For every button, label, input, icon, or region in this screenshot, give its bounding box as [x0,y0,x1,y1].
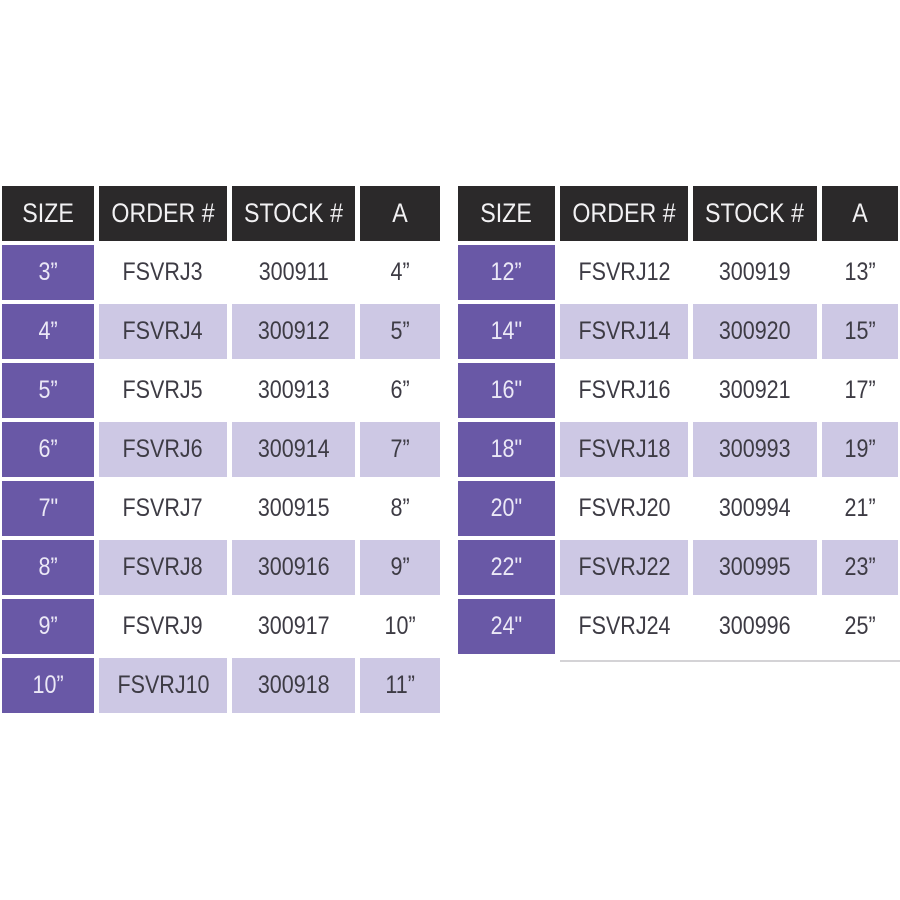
spec-table-small-sizes: SIZE ORDER # STOCK # A 3” FSVRJ3 300911 4” 4… [2,186,440,713]
size-cell: 7" [2,481,94,536]
data-cell: 300919 [693,245,817,300]
data-cell: 300996 [693,599,817,654]
data-cell: 6” [360,363,440,418]
data-cell: 11” [360,658,440,713]
data-cell: FSVRJ22 [560,540,688,595]
data-cell: 300921 [693,363,817,418]
data-cell: 300913 [232,363,355,418]
data-cell: 10” [360,599,440,654]
size-cell: 10” [2,658,94,713]
data-cell: FSVRJ18 [560,422,688,477]
data-cell: FSVRJ3 [99,245,227,300]
data-cell: 21” [822,481,898,536]
size-cell: 14" [458,304,555,359]
data-cell: FSVRJ24 [560,599,688,654]
data-cell: FSVRJ10 [99,658,227,713]
data-cell: 300918 [232,658,355,713]
size-cell: 8” [2,540,94,595]
header-cell-stock: STOCK # [232,186,355,241]
data-cell: FSVRJ4 [99,304,227,359]
data-cell: 300994 [693,481,817,536]
size-cell: 24" [458,599,555,654]
data-cell: 300914 [232,422,355,477]
data-cell: 300911 [232,245,355,300]
header-cell-order: ORDER # [560,186,688,241]
data-cell: 300912 [232,304,355,359]
data-cell: 19” [822,422,898,477]
header-cell-a: A [822,186,898,241]
data-cell: FSVRJ5 [99,363,227,418]
size-cell: 9” [2,599,94,654]
data-cell: FSVRJ7 [99,481,227,536]
spec-table-large-sizes: SIZE ORDER # STOCK # A 12” FSVRJ12 300919 1… [458,186,900,662]
data-cell: FSVRJ6 [99,422,227,477]
data-cell: 300993 [693,422,817,477]
data-cell: FSVRJ9 [99,599,227,654]
header-cell-order: ORDER # [99,186,227,241]
data-cell: 4” [360,245,440,300]
data-cell: 8” [360,481,440,536]
data-cell: 300920 [693,304,817,359]
data-cell: 23” [822,540,898,595]
data-cell: FSVRJ16 [560,363,688,418]
data-cell: 13” [822,245,898,300]
header-cell-size: SIZE [458,186,555,241]
data-cell: 15” [822,304,898,359]
data-cell: FSVRJ20 [560,481,688,536]
header-cell-stock: STOCK # [693,186,817,241]
size-cell: 3” [2,245,94,300]
data-cell: 5” [360,304,440,359]
data-cell: 300917 [232,599,355,654]
data-cell: 25” [822,599,898,654]
size-cell: 4” [2,304,94,359]
size-cell: 12” [458,245,555,300]
data-cell: FSVRJ8 [99,540,227,595]
data-cell: 300915 [232,481,355,536]
header-cell-size: SIZE [2,186,94,241]
size-cell: 6” [2,422,94,477]
data-cell: 17” [822,363,898,418]
size-cell: 5” [2,363,94,418]
data-cell: 300916 [232,540,355,595]
data-cell: 300995 [693,540,817,595]
size-cell: 20" [458,481,555,536]
data-cell: FSVRJ12 [560,245,688,300]
size-cell: 16" [458,363,555,418]
data-cell: FSVRJ14 [560,304,688,359]
size-cell: 18" [458,422,555,477]
data-cell: 7” [360,422,440,477]
size-cell: 22" [458,540,555,595]
header-cell-a: A [360,186,440,241]
data-cell: 9” [360,540,440,595]
